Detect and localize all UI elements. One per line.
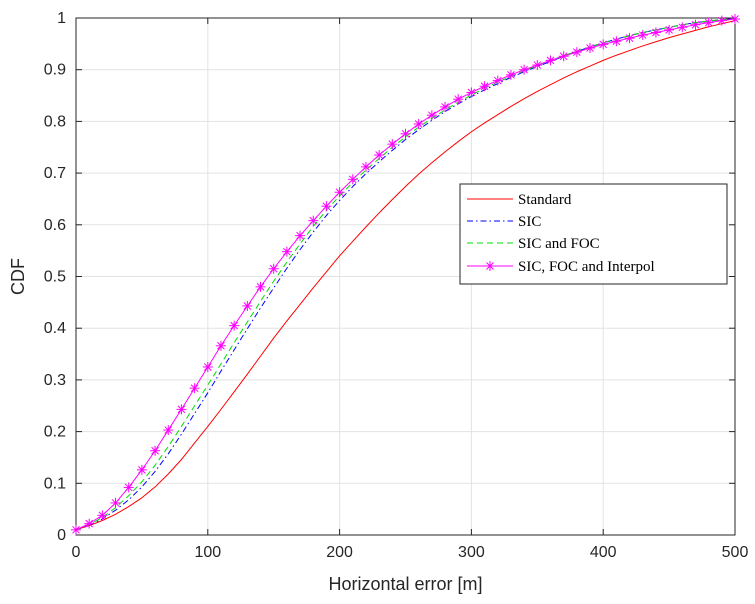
series-point-sic-foc-and-interpol [255, 281, 266, 292]
series-point-sic-foc-and-interpol [229, 320, 240, 331]
series-point-sic-foc-and-interpol [189, 383, 200, 394]
series-line-sic [75, 18, 736, 531]
series-point-sic-foc-and-interpol [295, 230, 306, 241]
series-point-sic-foc-and-interpol [242, 300, 253, 311]
legend-label-sic: SIC [518, 214, 541, 230]
series-point-sic-foc-and-interpol [664, 24, 675, 35]
series-point-sic-foc-and-interpol [321, 201, 332, 212]
series-line-standard [75, 20, 736, 531]
series-point-sic-foc-and-interpol [716, 15, 727, 26]
series-point-sic-foc-and-interpol [150, 445, 161, 456]
legend-label-standard: Standard [518, 192, 572, 208]
y-tick-label: 0.2 [44, 424, 66, 441]
series-point-sic-foc-and-interpol [440, 101, 451, 112]
series-line-sic-and-foc [75, 18, 736, 531]
series-point-sic-foc-and-interpol [426, 110, 437, 121]
y-tick-label: 0 [57, 527, 66, 544]
series-point-sic-foc-and-interpol [585, 42, 596, 53]
series-point-sic-foc-and-interpol [650, 27, 661, 38]
series-point-sic-foc-and-interpol [690, 19, 701, 30]
series-point-sic-foc-and-interpol [281, 246, 292, 257]
y-tick-label: 0.1 [44, 475, 66, 492]
y-tick-label: 0.8 [44, 113, 66, 130]
y-tick-label: 0.7 [44, 165, 66, 182]
series-point-sic-foc-and-interpol [334, 187, 345, 198]
series-point-sic-foc-and-interpol [466, 87, 477, 98]
series-point-sic-foc-and-interpol [374, 150, 385, 161]
y-tick-label: 1 [57, 10, 66, 27]
series-point-sic-foc-and-interpol [123, 482, 134, 493]
series-point-sic-foc-and-interpol [453, 94, 464, 105]
legend-box [459, 183, 728, 285]
x-tick-label: 400 [590, 544, 617, 561]
series-point-sic-foc-and-interpol [571, 47, 582, 58]
y-axis-label: CDF [8, 258, 28, 295]
series-point-sic-foc-and-interpol [215, 340, 226, 351]
series-point-sic-foc-and-interpol [110, 497, 121, 508]
series-layer [71, 14, 740, 535]
series-point-sic-foc-and-interpol [677, 22, 688, 33]
legend-label-sic-foc: SIC and FOC [518, 236, 600, 252]
y-tick-label: 0.3 [44, 372, 66, 389]
y-tick-label: 0.5 [44, 269, 66, 286]
series-point-sic-foc-and-interpol [387, 139, 398, 150]
series-point-sic-foc-and-interpol [97, 510, 108, 521]
x-axis-label: Horizontal error [m] [328, 574, 482, 594]
legend: Standard SIC SIC and FOC SIC, FOC and In… [459, 183, 728, 285]
x-tick-label: 500 [722, 544, 749, 561]
y-tick-label: 0.4 [44, 320, 66, 337]
legend-label-sic-foc-interpol: SIC, FOC and Interpol [518, 259, 655, 275]
grid [75, 17, 736, 536]
series-point-sic-foc-and-interpol [611, 36, 622, 47]
series-point-sic-foc-and-interpol [71, 524, 81, 535]
series-point-sic-foc-and-interpol [268, 263, 279, 274]
series-point-sic-foc-and-interpol [558, 51, 569, 62]
series-point-sic-foc-and-interpol [479, 81, 490, 92]
x-tick-label: 100 [194, 544, 221, 561]
axis-ticks: 0 100 200 300 400 500 0 0.1 0.2 0.3 0.4 0.5 0.6 0.7 0.… [44, 10, 749, 561]
series-point-sic-foc-and-interpol [176, 404, 187, 415]
series-point-sic-foc-and-interpol [637, 30, 648, 41]
series-point-sic-foc-and-interpol [492, 75, 503, 86]
series-point-sic-foc-and-interpol [163, 425, 174, 436]
series-point-sic-foc-and-interpol [545, 55, 556, 66]
series-point-sic-foc-and-interpol [505, 69, 516, 80]
series-point-sic-foc-and-interpol [413, 118, 424, 129]
series-point-sic-foc-and-interpol [136, 464, 147, 475]
y-tick-label: 0.6 [44, 217, 66, 234]
x-tick-label: 200 [326, 544, 353, 561]
series-point-sic-foc-and-interpol [360, 161, 371, 172]
y-tick-label: 0.9 [44, 62, 66, 79]
series-point-sic-foc-and-interpol [703, 17, 714, 28]
series-point-sic-foc-and-interpol [84, 518, 95, 529]
series-point-sic-foc-and-interpol [347, 174, 358, 185]
series-point-sic-foc-and-interpol [624, 33, 635, 44]
legend-marker-asterisk-icon [485, 261, 495, 271]
x-tick-label: 300 [458, 544, 485, 561]
series-point-sic-foc-and-interpol [730, 14, 740, 25]
series-point-sic-foc-and-interpol [519, 64, 530, 75]
series-point-sic-foc-and-interpol [532, 60, 543, 71]
series-point-sic-foc-and-interpol [598, 39, 609, 50]
series-point-sic-foc-and-interpol [202, 361, 213, 372]
series-point-sic-foc-and-interpol [400, 128, 411, 139]
series-point-sic-foc-and-interpol [308, 215, 319, 226]
x-tick-label: 0 [72, 544, 81, 561]
